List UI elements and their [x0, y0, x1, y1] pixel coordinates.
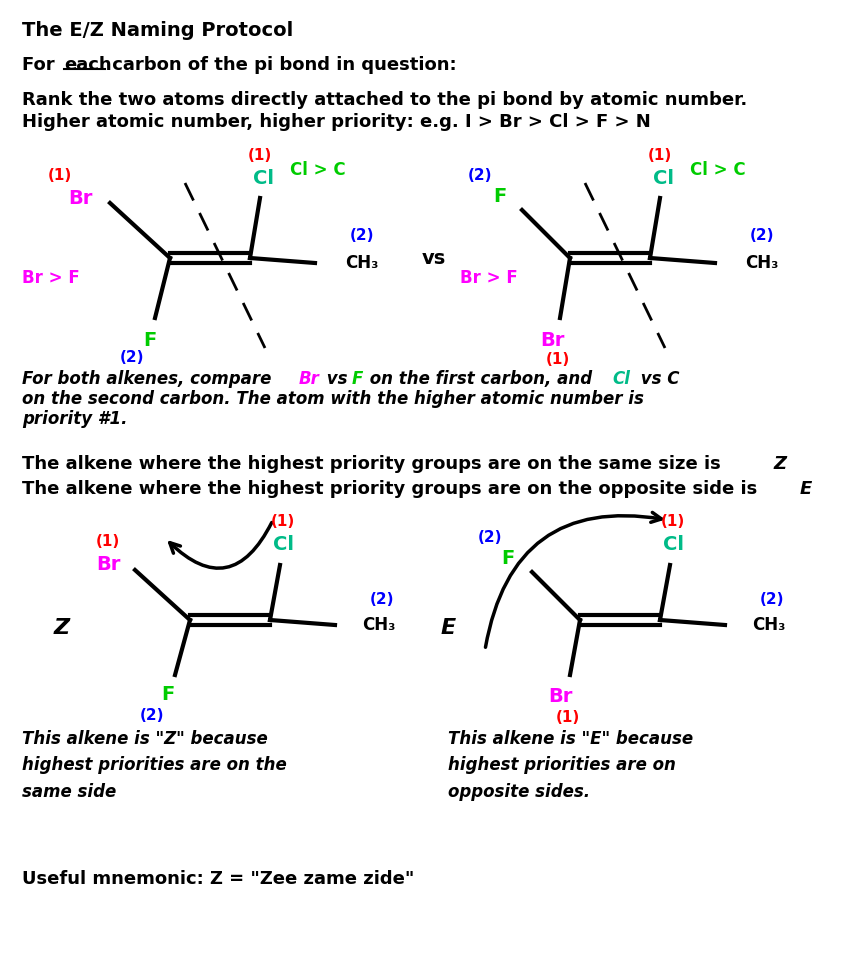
Text: (1): (1) [648, 149, 672, 163]
Text: (1): (1) [48, 168, 72, 184]
Text: For: For [22, 56, 61, 74]
Text: (1): (1) [546, 353, 570, 367]
Text: The E/Z Naming Protocol: The E/Z Naming Protocol [22, 20, 293, 40]
Text: F: F [143, 330, 156, 350]
Text: Cl: Cl [273, 535, 293, 554]
Text: on the second carbon. The atom with the higher atomic number is: on the second carbon. The atom with the … [22, 390, 644, 408]
Text: each: each [64, 56, 112, 74]
Text: The alkene where the highest priority groups are on the same size is: The alkene where the highest priority gr… [22, 455, 727, 473]
Text: (2): (2) [477, 530, 503, 546]
Text: vs: vs [321, 370, 353, 388]
Text: (1): (1) [248, 149, 273, 163]
Text: carbon of the pi bond in question:: carbon of the pi bond in question: [106, 56, 457, 74]
Text: Cl: Cl [612, 370, 630, 388]
Text: vs C: vs C [635, 370, 680, 388]
Text: (2): (2) [370, 592, 394, 608]
Text: (2): (2) [140, 708, 164, 724]
Text: (1): (1) [95, 534, 120, 550]
Text: Br > F: Br > F [22, 269, 80, 287]
Text: Useful mnemonic: Z = "Zee zame zide": Useful mnemonic: Z = "Zee zame zide" [22, 870, 414, 888]
Text: Cl > C: Cl > C [290, 161, 345, 179]
FancyArrowPatch shape [485, 512, 661, 647]
Text: (1): (1) [271, 515, 295, 529]
FancyArrowPatch shape [170, 523, 272, 568]
Text: Higher atomic number, higher priority: e.g. I > Br > Cl > F > N: Higher atomic number, higher priority: e… [22, 113, 651, 131]
Text: F: F [493, 186, 507, 206]
Text: CH₃: CH₃ [752, 616, 786, 634]
Text: Cl: Cl [662, 535, 683, 554]
Text: (2): (2) [468, 168, 492, 184]
Text: F: F [352, 370, 364, 388]
Text: (2): (2) [120, 351, 144, 365]
Text: Br: Br [540, 330, 564, 350]
Text: CH₃: CH₃ [745, 254, 779, 272]
Text: E: E [800, 480, 812, 498]
Text: This alkene is "Z" because
highest priorities are on the
same side: This alkene is "Z" because highest prior… [22, 730, 286, 801]
Text: Cl: Cl [654, 168, 674, 187]
Text: Rank the two atoms directly attached to the pi bond by atomic number.: Rank the two atoms directly attached to … [22, 91, 747, 109]
Text: Z: Z [773, 455, 786, 473]
Text: priority #1.: priority #1. [22, 410, 128, 428]
Text: Br: Br [95, 555, 120, 575]
Text: Cl: Cl [253, 168, 274, 187]
Text: Br: Br [548, 687, 572, 705]
Text: Cl > C: Cl > C [690, 161, 746, 179]
Text: The alkene where the highest priority groups are on the opposite side is: The alkene where the highest priority gr… [22, 480, 764, 498]
Text: (1): (1) [661, 515, 685, 529]
Text: (2): (2) [350, 229, 374, 243]
Text: CH₃: CH₃ [362, 616, 396, 634]
Text: This alkene is "E" because
highest priorities are on
opposite sides.: This alkene is "E" because highest prior… [448, 730, 694, 801]
Text: Z: Z [54, 618, 70, 638]
Text: on the first carbon, and: on the first carbon, and [364, 370, 598, 388]
Text: vs: vs [422, 248, 446, 268]
Text: (2): (2) [760, 592, 785, 608]
Text: Br: Br [299, 370, 320, 388]
Text: (1): (1) [556, 711, 580, 725]
Text: For both alkenes, compare: For both alkenes, compare [22, 370, 277, 388]
Text: E: E [440, 618, 456, 638]
Text: Br: Br [68, 188, 92, 208]
Text: F: F [161, 686, 174, 704]
Text: Br > F: Br > F [460, 269, 517, 287]
Text: (2): (2) [750, 229, 774, 243]
Text: F: F [502, 549, 515, 567]
Text: CH₃: CH₃ [345, 254, 378, 272]
